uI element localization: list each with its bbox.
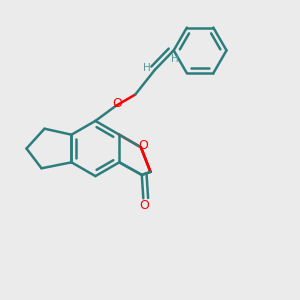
Text: O: O (112, 97, 122, 110)
Text: H: H (143, 63, 151, 74)
Text: O: O (139, 199, 149, 212)
Text: H: H (171, 54, 178, 64)
Text: O: O (138, 139, 148, 152)
